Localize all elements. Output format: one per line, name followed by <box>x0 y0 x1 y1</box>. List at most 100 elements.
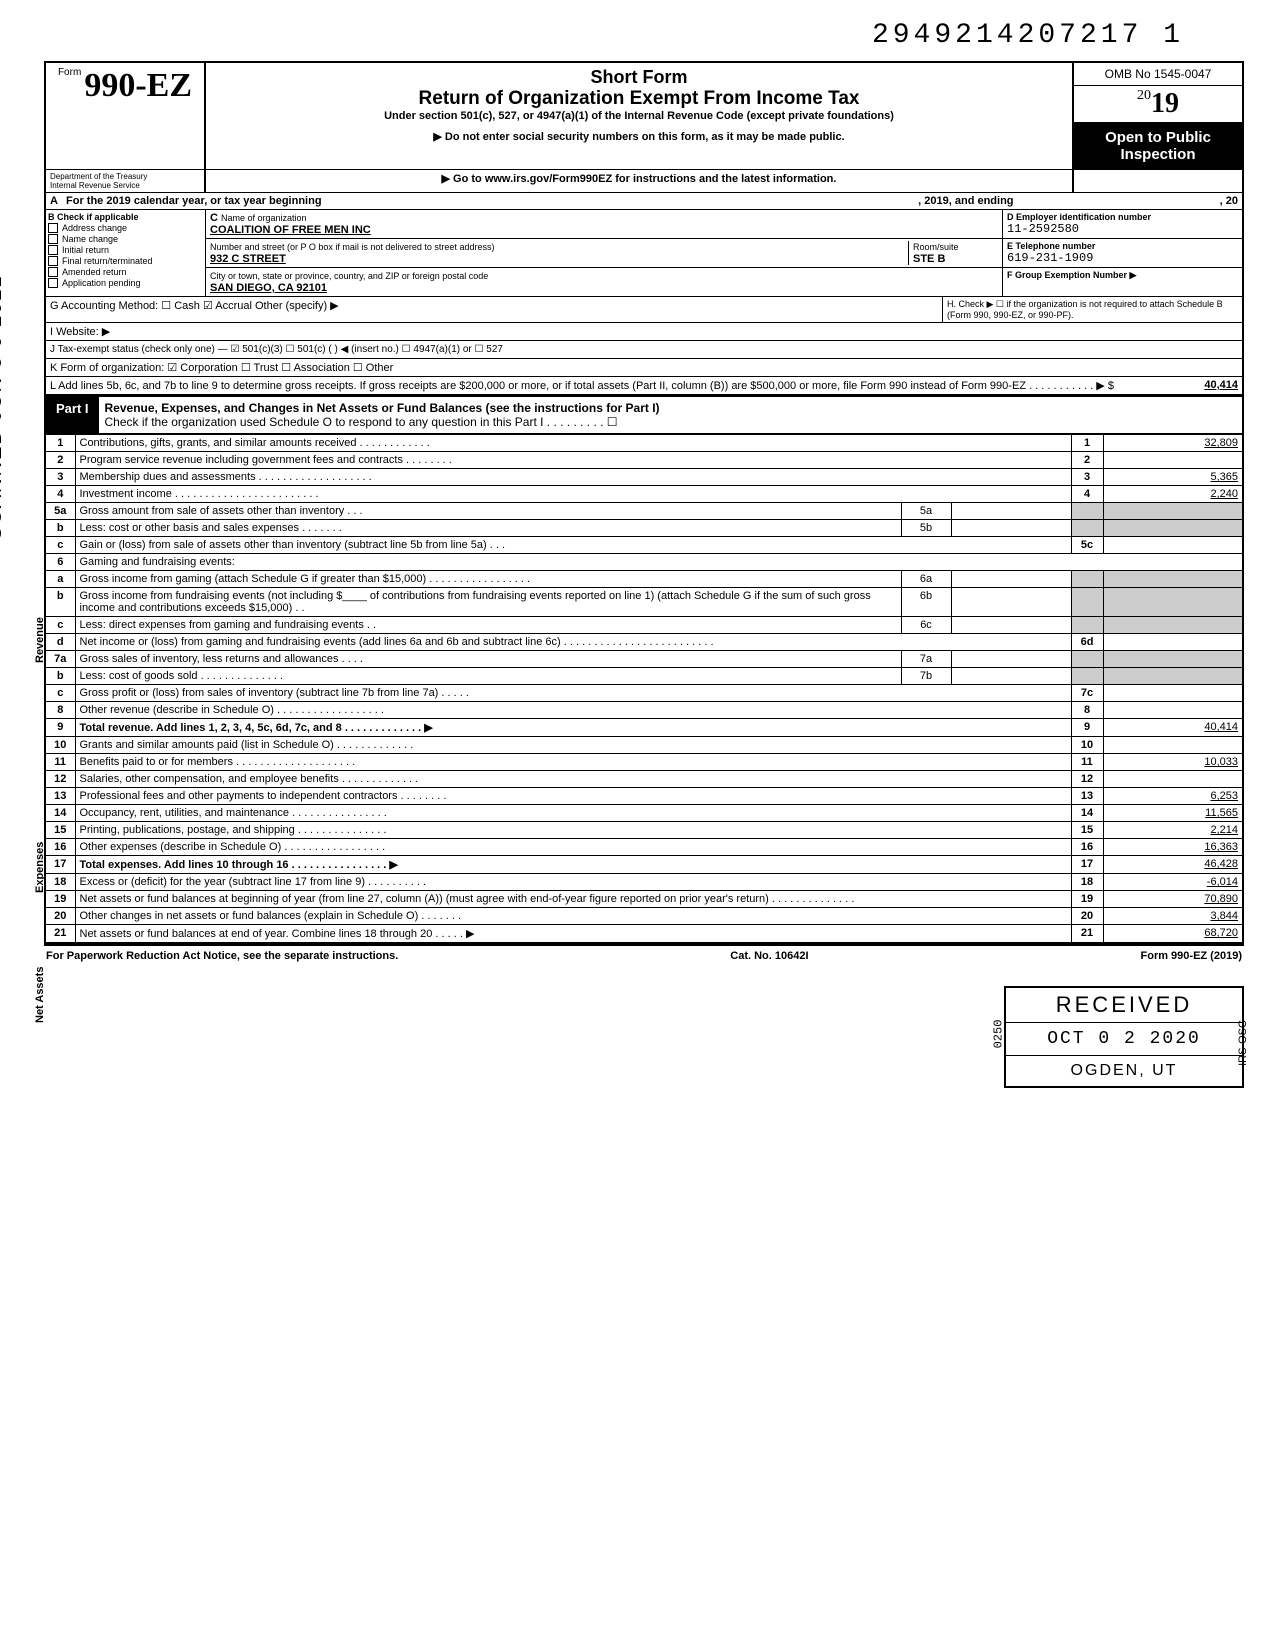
line-num: 13 <box>45 788 75 805</box>
line-6b: bGross income from fundraising events (n… <box>45 588 1243 617</box>
line-desc: Gross income from fundraising events (no… <box>75 588 901 617</box>
line-8: 8Other revenue (describe in Schedule O) … <box>45 702 1243 719</box>
line-amount: 32,809 <box>1103 434 1243 452</box>
mid-val <box>951 503 1071 520</box>
line-boxnum: 18 <box>1071 874 1103 891</box>
line-num: 19 <box>45 891 75 908</box>
section-a-ending: , 2019, and ending <box>918 195 1013 207</box>
line-num: 3 <box>45 469 75 486</box>
line-6a: aGross income from gaming (attach Schedu… <box>45 571 1243 588</box>
line-desc: Other expenses (describe in Schedule O) … <box>75 839 1071 856</box>
org-name-label: Name of organization <box>221 213 307 223</box>
line-3: 3Membership dues and assessments . . . .… <box>45 469 1243 486</box>
line-amount <box>1103 685 1243 702</box>
box-shade <box>1071 617 1103 634</box>
line-desc: Net assets or fund balances at end of ye… <box>75 925 1071 944</box>
chk-initial-return[interactable]: Initial return <box>48 245 203 255</box>
line-amount <box>1103 634 1243 651</box>
section-b-label: B <box>48 212 55 222</box>
line-l: L Add lines 5b, 6c, and 7b to line 9 to … <box>46 377 1242 394</box>
mid-box: 7a <box>901 651 951 668</box>
line-num: c <box>45 685 75 702</box>
stamp-location: OGDEN, UT <box>1006 1055 1242 1086</box>
mid-box: 5a <box>901 503 951 520</box>
line-desc: Gross sales of inventory, less returns a… <box>75 651 901 668</box>
line-num: 1 <box>45 434 75 452</box>
part1-table: 1Contributions, gifts, grants, and simil… <box>44 433 1244 944</box>
line-desc: Gain or (loss) from sale of assets other… <box>75 537 1071 554</box>
line-num: c <box>45 617 75 634</box>
footer-cat: Cat. No. 10642I <box>730 950 808 962</box>
box-shade <box>1071 588 1103 617</box>
stamp-side: 0250 <box>991 1020 1005 1049</box>
line-num: b <box>45 668 75 685</box>
line-desc: Total expenses. Add lines 10 through 16 … <box>75 856 1071 874</box>
chk-address-change[interactable]: Address change <box>48 223 203 233</box>
page-footer: For Paperwork Reduction Act Notice, see … <box>44 944 1244 966</box>
part1-tag: Part I <box>46 397 99 433</box>
line-7b: bLess: cost of goods sold . . . . . . . … <box>45 668 1243 685</box>
room-label: Room/suite <box>913 242 959 252</box>
mid-box: 7b <box>901 668 951 685</box>
line-boxnum: 3 <box>1071 469 1103 486</box>
line-desc: Net assets or fund balances at beginning… <box>75 891 1071 908</box>
line-boxnum: 12 <box>1071 771 1103 788</box>
instruction-1: ▶ Do not enter social security numbers o… <box>212 130 1066 143</box>
amt-shade <box>1103 668 1243 685</box>
line-num: 18 <box>45 874 75 891</box>
line-boxnum: 9 <box>1071 719 1103 737</box>
line-amount: 3,844 <box>1103 908 1243 925</box>
line-16: 16Other expenses (describe in Schedule O… <box>45 839 1243 856</box>
box-shade <box>1071 520 1103 537</box>
mid-box: 6b <box>901 588 951 617</box>
short-form-label: Short Form <box>212 67 1066 88</box>
amt-shade <box>1103 617 1243 634</box>
amt-shade <box>1103 651 1243 668</box>
line-boxnum: 5c <box>1071 537 1103 554</box>
addr-label: Number and street (or P O box if mail is… <box>210 242 494 252</box>
city-state-zip: SAN DIEGO, CA 92101 <box>210 282 327 294</box>
section-a-endlabel: , 20 <box>1220 195 1238 207</box>
line-desc: Membership dues and assessments . . . . … <box>75 469 1071 486</box>
mid-box: 5b <box>901 520 951 537</box>
line-amount: 46,428 <box>1103 856 1243 874</box>
line-desc: Total revenue. Add lines 1, 2, 3, 4, 5c,… <box>75 719 1071 737</box>
line-num: 21 <box>45 925 75 944</box>
line-9: 9Total revenue. Add lines 1, 2, 3, 4, 5c… <box>45 719 1243 737</box>
line-desc: Gross profit or (loss) from sales of inv… <box>75 685 1071 702</box>
line-num: c <box>45 537 75 554</box>
line-desc: Professional fees and other payments to … <box>75 788 1071 805</box>
chk-name-change[interactable]: Name change <box>48 234 203 244</box>
dln-number: 2949214207217 1 <box>44 20 1244 51</box>
scanned-stamp: SCANNED JUN 3 0 2021 <box>0 274 7 540</box>
line-num: a <box>45 571 75 588</box>
amt-shade <box>1103 571 1243 588</box>
mid-val <box>951 520 1071 537</box>
stamp-received: RECEIVED <box>1006 988 1242 1023</box>
chk-application-pending[interactable]: Application pending <box>48 278 203 288</box>
section-a-label: A <box>46 193 62 209</box>
line-boxnum: 1 <box>1071 434 1103 452</box>
line-amount: 40,414 <box>1103 719 1243 737</box>
line-amount <box>1103 452 1243 469</box>
line-amount <box>1103 771 1243 788</box>
line-num: 12 <box>45 771 75 788</box>
room-suite: STE B <box>913 253 945 265</box>
line-boxnum: 11 <box>1071 754 1103 771</box>
chk-amended[interactable]: Amended return <box>48 267 203 277</box>
line-amount: 10,033 <box>1103 754 1243 771</box>
line-num: 8 <box>45 702 75 719</box>
line-k: K Form of organization: ☑ Corporation ☐ … <box>46 359 1242 376</box>
form-number: 990-EZ <box>84 67 192 104</box>
section-b-text: Check if applicable <box>57 212 139 222</box>
form-header: Form 990-EZ Short Form Return of Organiz… <box>44 61 1244 169</box>
line-amount: -6,014 <box>1103 874 1243 891</box>
line-num: 11 <box>45 754 75 771</box>
line-desc: Less: cost or other basis and sales expe… <box>75 520 901 537</box>
line-g: G Accounting Method: ☐ Cash ☑ Accrual Ot… <box>46 297 942 322</box>
line-num: 10 <box>45 737 75 754</box>
chk-final-return[interactable]: Final return/terminated <box>48 256 203 266</box>
line-num: b <box>45 520 75 537</box>
line-boxnum: 20 <box>1071 908 1103 925</box>
line-10: 10Grants and similar amounts paid (list … <box>45 737 1243 754</box>
